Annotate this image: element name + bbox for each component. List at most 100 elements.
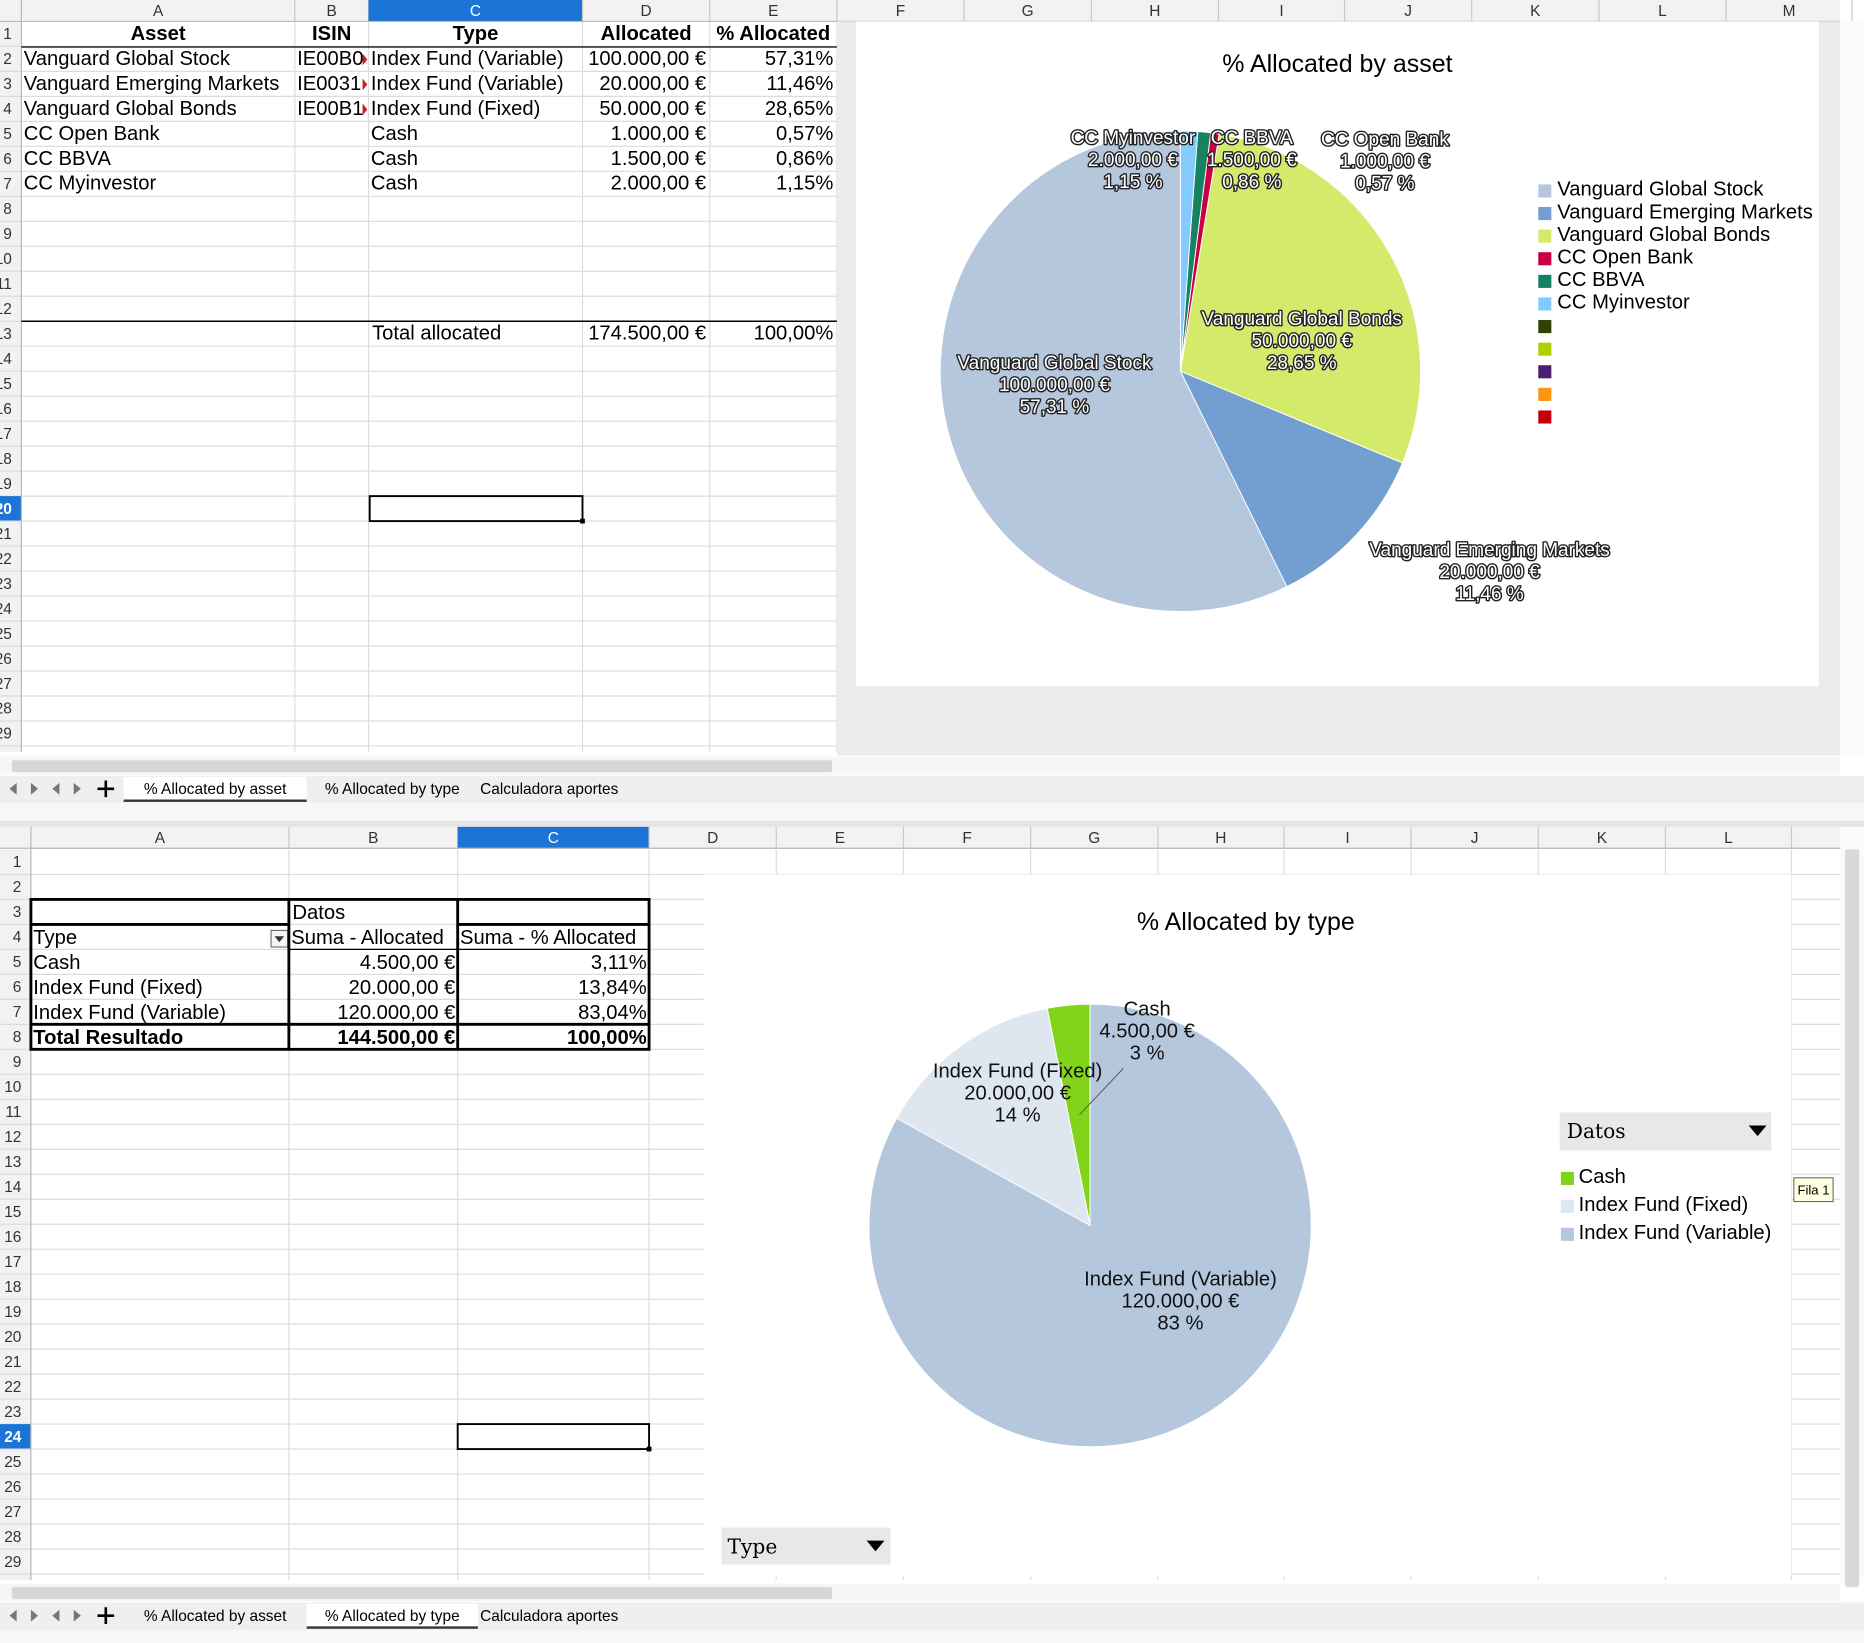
row-header: 5 xyxy=(13,954,22,971)
add-sheet-button[interactable] xyxy=(97,1607,115,1624)
row-header: 28 xyxy=(0,701,12,718)
row-header: 22 xyxy=(0,551,12,568)
slice-label: Cash xyxy=(1124,998,1171,1020)
row-header: 25 xyxy=(0,626,12,643)
cell-text: CC Open Bank xyxy=(24,123,161,145)
active-tab xyxy=(306,1603,478,1629)
row-header: 1 xyxy=(13,854,22,871)
row-header: 3 xyxy=(13,904,22,921)
cell-text: IE0031 xyxy=(297,73,361,95)
total-label: Total allocated xyxy=(372,323,501,345)
pivot-total: 144.500,00 € xyxy=(337,1027,455,1049)
row-header: 16 xyxy=(0,401,12,418)
column-header: E xyxy=(835,830,845,847)
column-title: Asset xyxy=(131,23,186,45)
cell-text: 28,65% xyxy=(765,98,834,120)
pie-slice xyxy=(1179,133,1422,464)
row-header: 29 xyxy=(0,726,12,743)
legend-swatch xyxy=(1538,229,1552,243)
tab-nav-button[interactable] xyxy=(9,782,17,795)
cell-text: 1.500,00 € xyxy=(611,148,706,170)
row-header: 18 xyxy=(0,451,12,468)
row-header: 21 xyxy=(0,526,12,543)
slice-label: 11,46 % xyxy=(1455,584,1523,605)
row-header: 2 xyxy=(3,51,12,68)
sheet-tab[interactable]: Calculadora aportes xyxy=(480,781,619,798)
tab-nav-button[interactable] xyxy=(30,782,39,795)
slice-label: 0,86 % xyxy=(1222,172,1281,193)
legend-swatch xyxy=(1538,274,1552,288)
column-header: D xyxy=(707,830,718,847)
slice-label: 4.500,00 € xyxy=(1099,1020,1194,1042)
add-sheet-button[interactable] xyxy=(97,780,115,798)
row-header: 6 xyxy=(13,979,22,996)
field-button-label: Type xyxy=(728,1534,778,1558)
row-header: 18 xyxy=(4,1279,21,1296)
row-header: 20 xyxy=(0,501,12,518)
active-row-header xyxy=(0,1424,31,1450)
row-header: 22 xyxy=(4,1379,21,1396)
total-allocated: 174.500,00 € xyxy=(588,323,706,345)
column-title: Type xyxy=(453,23,499,45)
row-header: 23 xyxy=(0,576,12,593)
column-header: J xyxy=(1404,3,1412,20)
slice-label: Vanguard Global Bonds xyxy=(1201,309,1401,330)
slice-label: 57,31 % xyxy=(1020,397,1090,418)
slice-label: Vanguard Emerging Markets xyxy=(1369,540,1610,561)
slice-label: CC Myinvestor xyxy=(1071,128,1196,149)
tab-nav-button[interactable] xyxy=(73,1609,81,1622)
tab-nav-button[interactable] xyxy=(73,782,81,795)
column-header-bar xyxy=(0,0,1841,22)
tab-nav-button[interactable] xyxy=(9,1609,17,1622)
cell-text: Vanguard Global Bonds xyxy=(24,98,237,120)
legend-swatch xyxy=(1538,410,1552,424)
tooltip-text: Fila 1 xyxy=(1797,1182,1829,1197)
toolbar-strip xyxy=(0,1629,1864,1643)
column-header: B xyxy=(327,3,337,20)
scrollbar-thumb[interactable] xyxy=(11,760,833,773)
legend-swatch xyxy=(1538,207,1552,221)
sheet-tab[interactable]: Calculadora aportes xyxy=(480,1608,619,1625)
column-title: Allocated xyxy=(601,23,692,45)
row-header: 13 xyxy=(0,326,12,343)
slice-label: 28,65 % xyxy=(1267,353,1337,374)
pivot-cell: Cash xyxy=(33,952,80,974)
pivot-cell: 3,11% xyxy=(591,952,647,974)
column-header: J xyxy=(1471,830,1479,847)
slice-label: Vanguard Global Stock xyxy=(957,353,1152,374)
scrollbar-thumb[interactable] xyxy=(1844,849,1860,1588)
legend-label: Vanguard Global Bonds xyxy=(1557,224,1770,246)
row-header: 9 xyxy=(13,1054,22,1071)
cell-text: Index Fund (Variable) xyxy=(371,48,564,70)
column-header: L xyxy=(1658,3,1667,20)
tab-nav-button[interactable] xyxy=(30,1609,39,1622)
legend-label: CC BBVA xyxy=(1557,269,1645,291)
sheet-tab[interactable]: % Allocated by asset xyxy=(144,1608,287,1625)
cell-text: 0,86% xyxy=(776,148,833,170)
row-header: 10 xyxy=(4,1079,21,1096)
sheet-tab[interactable]: % Allocated by type xyxy=(325,781,460,798)
cell-text: 1.000,00 € xyxy=(611,123,706,145)
legend-label: CC Myinvestor xyxy=(1557,292,1690,314)
tooltip xyxy=(1793,1177,1834,1203)
column-header: C xyxy=(548,830,559,847)
leader-line xyxy=(1079,1068,1124,1116)
slice-label: 0,57 % xyxy=(1355,173,1414,194)
cell-text: 57,31% xyxy=(765,48,834,70)
tab-nav-button[interactable] xyxy=(52,1609,60,1622)
pivot-border xyxy=(29,897,651,1051)
row-header: 4 xyxy=(13,929,22,946)
pivot-cell: Index Fund (Fixed) xyxy=(33,977,202,999)
slice-label: 1.500,00 € xyxy=(1207,150,1297,171)
slice-label: 1.000,00 € xyxy=(1340,151,1430,172)
legend-field-button[interactable] xyxy=(1559,1112,1772,1151)
row-header: 6 xyxy=(3,151,12,168)
scrollbar-thumb[interactable] xyxy=(11,1587,833,1599)
slice-label: CC Open Bank xyxy=(1321,129,1449,150)
sheet-tab[interactable]: % Allocated by asset xyxy=(144,781,287,798)
row-header: 24 xyxy=(4,1429,22,1446)
sheet-tab[interactable]: % Allocated by type xyxy=(325,1608,460,1625)
field-button[interactable] xyxy=(721,1527,891,1565)
tab-nav-button[interactable] xyxy=(52,782,60,795)
cell-text: 2.000,00 € xyxy=(611,173,706,195)
